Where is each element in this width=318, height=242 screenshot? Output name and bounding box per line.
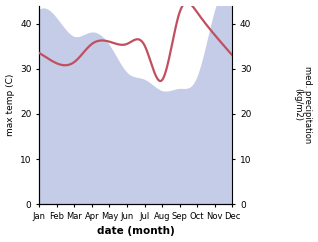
Y-axis label: med. precipitation
(kg/m2): med. precipitation (kg/m2)	[293, 66, 313, 144]
Y-axis label: max temp (C): max temp (C)	[5, 74, 15, 136]
X-axis label: date (month): date (month)	[97, 227, 175, 236]
